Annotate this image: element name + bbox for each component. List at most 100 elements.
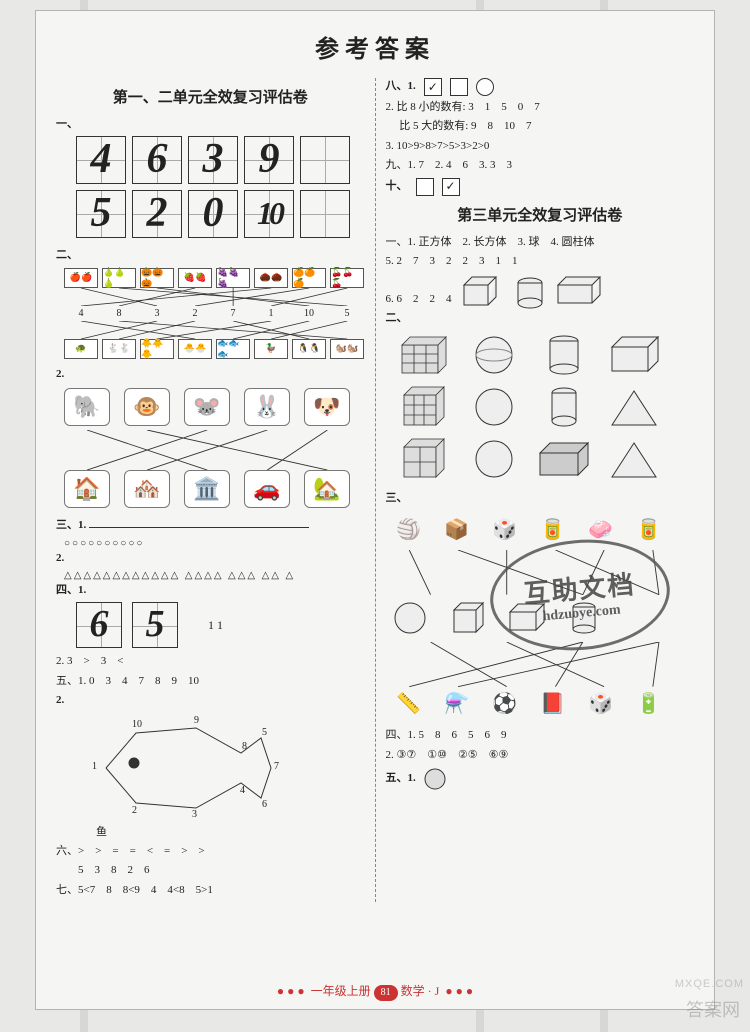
pencilcase-icon: 📏 bbox=[390, 686, 428, 720]
watermark-daanwang: 答案网 bbox=[686, 996, 740, 1022]
q2-label: 二、 bbox=[56, 249, 78, 261]
r-q1: 一、1. 正方体 2. 长方体 3. 球 4. 圆柱体 bbox=[386, 235, 695, 250]
shape-grid bbox=[396, 333, 695, 481]
sphere-icon bbox=[466, 385, 522, 429]
num-cell: 10 bbox=[292, 308, 326, 319]
digit-box: 5 bbox=[132, 602, 178, 648]
digit-box bbox=[300, 136, 350, 184]
mid-tail: 1 1 bbox=[208, 618, 223, 633]
digit-box: 9 bbox=[244, 136, 294, 184]
houses-row: 🏠 🏘️ 🏛️ 🚗 🏡 bbox=[64, 470, 365, 508]
triangle-icon bbox=[606, 437, 662, 481]
num-cell: 3 bbox=[140, 308, 174, 319]
fish-pt: 5 bbox=[262, 727, 267, 738]
sphere-icon bbox=[466, 437, 522, 481]
mid-digits: 6 5 1 1 bbox=[76, 602, 365, 648]
objects-row-2: 📏 ⚗️ ⚽ 📕 🎲 🔋 bbox=[390, 686, 695, 720]
q4-2: 2. 3 > 3 < bbox=[56, 654, 365, 669]
num-cell: 2 bbox=[178, 308, 212, 319]
eraser-icon: 🧼 bbox=[582, 512, 620, 546]
sphere-icon bbox=[466, 333, 522, 377]
match-box: 🍒🍒🍒 bbox=[330, 268, 364, 288]
unit3-title: 第三单元全效复习评估卷 bbox=[386, 204, 695, 225]
match-box: 🐟🐟🐟 bbox=[216, 339, 250, 359]
cube-stack-icon bbox=[396, 437, 452, 481]
r-q2-label: 二、 bbox=[386, 311, 695, 326]
animal-icon: 🐭 bbox=[184, 388, 230, 426]
house-icon: 🏡 bbox=[304, 470, 350, 508]
cross-lines bbox=[390, 642, 695, 686]
num-cell: 4 bbox=[64, 308, 98, 319]
fish-pt: 7 bbox=[274, 761, 279, 772]
match-box: 🐢 bbox=[64, 339, 98, 359]
cuboid-icon bbox=[606, 333, 662, 377]
objects-row: 🏐 📦 🎲 🥫 🧼 🥫 bbox=[390, 512, 695, 546]
match-box: 🐇🐇 bbox=[102, 339, 136, 359]
fish-diagram: 10 9 1 8 2 3 5 7 4 6 bbox=[86, 713, 286, 823]
checkbox bbox=[476, 78, 494, 96]
match-box: 🍊🍊🍊 bbox=[292, 268, 326, 288]
match-box: 🐣🐣 bbox=[178, 339, 212, 359]
fish-pt: 6 bbox=[262, 799, 267, 810]
cross-lines bbox=[64, 321, 365, 339]
cube-stack-icon bbox=[396, 333, 452, 377]
match-box: 🍇🍇🍇 bbox=[216, 268, 250, 288]
match-box: 🌰🌰 bbox=[254, 268, 288, 288]
q3-label: 三、1. bbox=[56, 519, 86, 531]
cross-lines bbox=[64, 430, 365, 470]
flask-icon: ⚗️ bbox=[438, 686, 476, 720]
q4-label: 四、1. bbox=[56, 584, 86, 596]
checkbox: ✓ bbox=[442, 178, 460, 196]
animals-row: 🐘 🐵 🐭 🐰 🐶 bbox=[64, 388, 365, 426]
right-column: 八、1. ✓ 2. 比 8 小的数有: 3 1 5 0 7 比 5 大的数有: … bbox=[386, 78, 695, 902]
house-icon: 🏛️ bbox=[184, 470, 230, 508]
match-group-2: 🐘 🐵 🐭 🐰 🐶 🏠 🏘️ 🏛️ bbox=[64, 388, 365, 508]
match-box: 🐿️🐿️ bbox=[330, 339, 364, 359]
q10-label: 十、 bbox=[386, 179, 408, 194]
battery-icon: 🔋 bbox=[630, 686, 668, 720]
cuboid-icon bbox=[536, 437, 592, 481]
sphere-icon bbox=[390, 600, 430, 636]
page-title: 参考答案 bbox=[56, 29, 694, 64]
r-q5-label: 五、1. bbox=[386, 771, 416, 786]
big-digit-grid: 4 6 3 9 5 2 0 10 bbox=[76, 136, 365, 238]
q8-2a: 2. 比 8 小的数有: 3 1 5 0 7 bbox=[386, 100, 695, 115]
fish-pt: 4 bbox=[240, 785, 245, 796]
animal-icon: 🐘 bbox=[64, 388, 110, 426]
triangle-icon bbox=[606, 385, 662, 429]
house-icon: 🏠 bbox=[64, 470, 110, 508]
fish-pt: 10 bbox=[132, 719, 142, 730]
q6: 六、> > = = < = > > bbox=[56, 844, 365, 859]
page: 参考答案 第一、二单元全效复习评估卷 一、 4 6 3 9 5 2 0 10 二… bbox=[35, 10, 715, 1010]
fish-pt: 2 bbox=[132, 805, 137, 816]
match1-numbers: 4 8 3 2 7 1 10 5 bbox=[64, 308, 365, 319]
digit-box: 2 bbox=[132, 190, 182, 238]
cross-lines bbox=[390, 550, 695, 594]
digit-box: 10 bbox=[244, 190, 294, 238]
footer-grade: 一年级上册 bbox=[311, 984, 371, 998]
num-cell: 5 bbox=[330, 308, 364, 319]
page-number: 81 bbox=[374, 985, 398, 1001]
cylinder-icon bbox=[536, 385, 592, 429]
rubik-icon: 🎲 bbox=[582, 686, 620, 720]
volleyball-icon: 🏐 bbox=[390, 512, 428, 546]
left-column: 第一、二单元全效复习评估卷 一、 4 6 3 9 5 2 0 10 二、 🍎🍎 … bbox=[56, 78, 365, 902]
animal-icon: 🐶 bbox=[304, 388, 350, 426]
digit-box: 6 bbox=[132, 136, 182, 184]
match-box: 🍎🍎 bbox=[64, 268, 98, 288]
r-q1-6: 6. 6 2 2 4 bbox=[386, 292, 452, 307]
q7: 七、5<7 8 8<9 4 4<8 5>1 bbox=[56, 883, 365, 898]
columns: 第一、二单元全效复习评估卷 一、 4 6 3 9 5 2 0 10 二、 🍎🍎 … bbox=[56, 78, 694, 902]
object-match: 🏐 📦 🎲 🥫 🧼 🥫 bbox=[390, 512, 695, 720]
match1-top: 🍎🍎 🍐🍐🍐 🎃🎃🎃 🍓🍓 🍇🍇🍇 🌰🌰 🍊🍊🍊 🍒🍒🍒 bbox=[64, 268, 365, 288]
q1-label: 一、 bbox=[56, 118, 78, 130]
fish-pt: 8 bbox=[242, 741, 247, 752]
r-q4: 四、1. 5 8 6 5 6 9 bbox=[386, 728, 695, 743]
q8-3: 3. 10>9>8>7>5>3>2>0 bbox=[386, 139, 695, 154]
can-icon: 🥫 bbox=[534, 512, 572, 546]
checkbox bbox=[450, 78, 468, 96]
q5-2-label: 2. bbox=[56, 693, 365, 708]
book-icon: 📕 bbox=[534, 686, 572, 720]
fish-pt: 1 bbox=[92, 761, 97, 772]
house-icon: 🚗 bbox=[244, 470, 290, 508]
